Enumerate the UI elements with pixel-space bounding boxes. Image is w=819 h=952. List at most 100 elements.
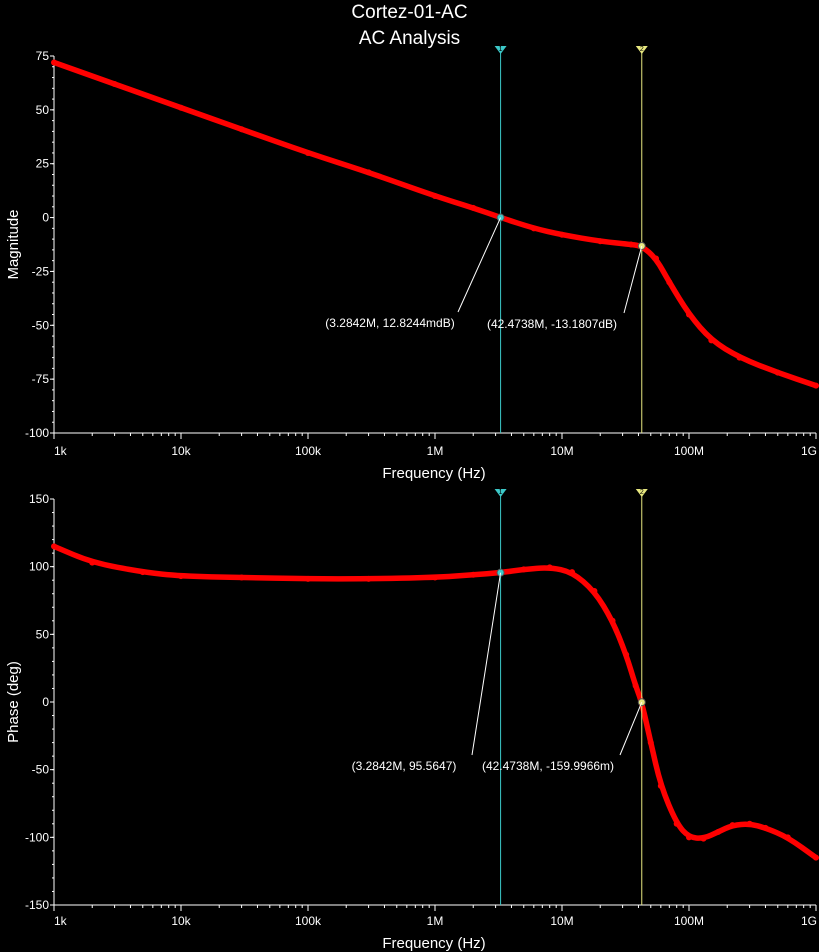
x-axis-label: Frequency (Hz) (382, 935, 485, 952)
data-point (89, 559, 96, 566)
data-point (609, 617, 616, 624)
data-point (470, 204, 477, 211)
x-tick-label: 10M (550, 914, 573, 928)
data-point (700, 835, 707, 842)
data-point (647, 739, 654, 746)
data-point (784, 834, 791, 841)
x-tick-label: 100M (674, 914, 704, 928)
cursor-leader-line (619, 702, 643, 756)
y-tick-label: -100 (25, 830, 49, 844)
cursor-flag-label: 1 (499, 489, 503, 496)
x-tick-label: 10k (171, 914, 191, 928)
data-point (813, 854, 819, 861)
x-tick-label: 1G (801, 914, 817, 928)
data-point (653, 255, 660, 262)
chart-title: Cortez-01-AC (351, 2, 468, 23)
data-point (559, 231, 565, 238)
series-line-1 (54, 59, 818, 389)
series-line-1 (54, 543, 818, 861)
data-point (774, 369, 781, 376)
y-tick-label: 0 (42, 695, 49, 709)
cursor-leader-line (471, 572, 502, 756)
data-point (686, 834, 692, 841)
y-tick-label: -150 (25, 898, 49, 912)
chart-subtitle: AC Analysis (358, 28, 461, 49)
x-tick-label: 1k (54, 444, 68, 458)
data-point (729, 822, 736, 829)
x-axis-label: Frequency (Hz) (382, 465, 485, 482)
y-tick-label: 100 (29, 560, 49, 574)
data-point (238, 574, 245, 581)
data-point (746, 820, 753, 827)
data-point (520, 566, 527, 573)
cursor-flag-2 (635, 46, 648, 54)
cursor-flag-2 (635, 489, 648, 497)
data-point (715, 828, 722, 835)
data-point (305, 575, 311, 582)
x-tick-label: 1M (427, 914, 444, 928)
cursor-leader-line (457, 217, 502, 313)
data-point (597, 238, 604, 245)
data-point (762, 824, 769, 831)
data-point (178, 573, 184, 580)
y-axis-label: Phase (deg) (5, 661, 22, 743)
x-tick-label: 10M (550, 444, 573, 458)
cursor-flag-label: 2 (640, 46, 644, 53)
data-point (51, 543, 57, 550)
cursor-annotation: (3.2842M, 12.8244mdB) (325, 316, 454, 330)
y-tick-label: -50 (32, 318, 50, 332)
data-point (470, 571, 477, 578)
cursor-flag-1 (494, 489, 507, 497)
x-tick-label: 100M (674, 444, 704, 458)
y-axis-label: Magnitude (5, 209, 22, 279)
cursor-annotation: (42.4738M, -13.1807dB) (487, 317, 617, 331)
data-point (546, 564, 553, 571)
y-tick-label: 150 (29, 492, 49, 506)
chart-panel-1: 1k 10k 100k 1M 10M 100M 1G 75 50 25 0 -25 -50 -75 -100… (5, 46, 819, 482)
x-tick-label: 10k (171, 444, 191, 458)
y-tick-label: 0 (42, 211, 49, 225)
y-tick-label: 50 (36, 627, 50, 641)
data-point (569, 569, 576, 576)
y-tick-label: 50 (36, 103, 50, 117)
data-point (623, 651, 630, 658)
cursor-annotation: (3.2842M, 95.5647) (352, 759, 457, 773)
data-point (365, 169, 372, 176)
data-point (673, 820, 680, 827)
y-tick-label: -25 (32, 264, 50, 278)
data-point (530, 225, 537, 232)
y-tick-label: -50 (32, 763, 50, 777)
data-point (686, 311, 692, 318)
cursor-flag-label: 2 (640, 489, 644, 496)
x-tick-label: 1M (427, 444, 444, 458)
data-point (666, 279, 673, 286)
data-point (365, 575, 372, 582)
x-tick-label: 1k (54, 914, 68, 928)
x-tick-label: 100k (295, 444, 322, 458)
data-point (591, 588, 598, 595)
chart-title-block: Cortez-01-AC AC Analysis (0, 0, 819, 52)
y-tick-label: 25 (36, 157, 50, 171)
data-point (139, 569, 146, 576)
y-tick-label: -100 (25, 426, 49, 440)
data-point (238, 126, 245, 133)
cursor-flag-label: 1 (499, 46, 503, 53)
x-tick-label: 1G (801, 444, 817, 458)
cursor-flag-1 (494, 46, 507, 54)
data-point (432, 574, 438, 581)
y-tick-label: 75 (36, 49, 50, 63)
data-point (305, 149, 311, 156)
data-point (708, 337, 715, 344)
data-point (111, 81, 118, 88)
cursor-annotation: (42.4738M, -159.9966m) (482, 759, 614, 773)
data-point (736, 354, 743, 361)
data-point (432, 193, 438, 200)
data-point (657, 782, 664, 789)
y-tick-label: -75 (32, 372, 50, 386)
chart-panel-2: 1k 10k 100k 1M 10M 100M 1G 150 100 50 0 -50 -100 -150… (5, 489, 819, 952)
data-point (813, 382, 819, 389)
data-point (628, 241, 635, 248)
data-point (178, 104, 184, 111)
data-point (632, 682, 639, 689)
